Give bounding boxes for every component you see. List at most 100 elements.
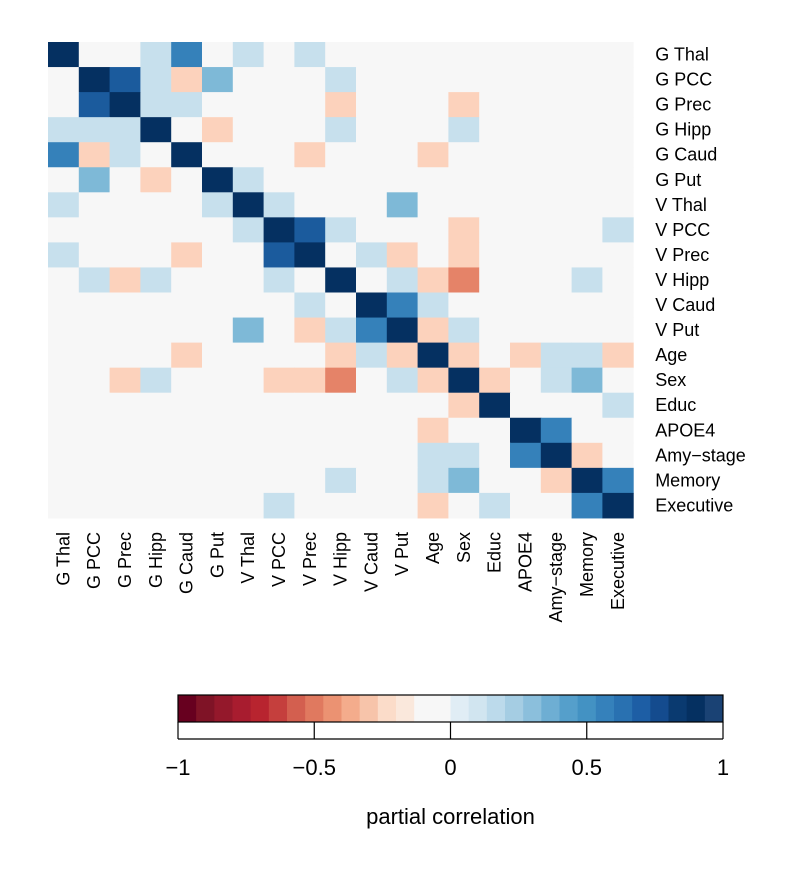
heatmap-cell	[571, 292, 603, 319]
heatmap-cell	[448, 92, 480, 118]
heatmap-cell	[602, 167, 634, 193]
heatmap-cell	[263, 142, 295, 168]
heatmap-cell	[479, 42, 511, 68]
heatmap-cell	[232, 142, 265, 168]
heatmap-cell	[356, 442, 388, 469]
heatmap-cell	[202, 467, 234, 494]
heatmap-cell	[109, 317, 141, 344]
column-label: Sex	[454, 532, 474, 563]
heatmap-cell	[448, 392, 480, 419]
row-label: G Put	[655, 170, 701, 190]
heatmap-cell	[232, 67, 265, 93]
heatmap-cell	[78, 292, 111, 319]
colorbar-segment	[214, 695, 233, 722]
heatmap-cell	[202, 117, 234, 143]
heatmap-cell	[325, 417, 357, 444]
colorbar-segment	[268, 695, 288, 722]
heatmap-cell	[202, 42, 234, 68]
heatmap-cell	[540, 192, 573, 218]
heatmap-cell	[571, 217, 603, 243]
heatmap-cell	[386, 467, 419, 494]
heatmap-cell	[294, 192, 326, 218]
heatmap-cell	[540, 367, 573, 394]
heatmap-cell	[540, 242, 573, 268]
row-label: Age	[655, 345, 687, 365]
heatmap-cell	[48, 367, 80, 394]
colorbar-segment	[668, 695, 688, 722]
heatmap-cell	[325, 267, 357, 293]
row-label: G Hipp	[655, 120, 711, 140]
heatmap-cell	[171, 92, 203, 118]
heatmap-cell	[356, 467, 388, 494]
heatmap-cell	[540, 217, 573, 243]
heatmap-cell	[325, 367, 357, 394]
heatmap-cell	[263, 42, 295, 68]
heatmap-cell	[294, 42, 326, 68]
heatmap-cell	[386, 492, 419, 519]
heatmap-cell	[510, 192, 542, 218]
heatmap-cell	[109, 42, 141, 68]
heatmap-cell	[602, 242, 634, 268]
heatmap-cell	[263, 92, 295, 118]
heatmap-cell	[171, 267, 203, 293]
heatmap-cell	[602, 367, 634, 394]
heatmap-cell	[171, 42, 203, 68]
heatmap-cell	[510, 92, 542, 118]
heatmap-cell	[479, 117, 511, 143]
row-label: G PCC	[655, 70, 712, 90]
heatmap-cell	[232, 42, 265, 68]
heatmap-cell	[510, 317, 542, 344]
heatmap-cell	[48, 292, 80, 319]
heatmap-cell	[263, 267, 295, 293]
colorbar-segment	[432, 695, 451, 722]
heatmap-cell	[325, 192, 357, 218]
column-label: G PCC	[84, 532, 104, 589]
heatmap-cell	[202, 267, 234, 293]
heatmap-cell	[571, 192, 603, 218]
heatmap-cell	[448, 167, 480, 193]
heatmap-cell	[602, 292, 634, 319]
heatmap-cell	[294, 342, 326, 369]
heatmap-cell	[202, 192, 234, 218]
heatmap-cell	[540, 92, 573, 118]
colorbar-tick-label: 1	[717, 755, 729, 780]
heatmap-cell	[171, 492, 203, 519]
colorbar	[177, 694, 724, 723]
heatmap-cell	[448, 417, 480, 444]
heatmap-cell	[325, 142, 357, 168]
heatmap-cell	[202, 492, 234, 519]
heatmap-cell	[202, 92, 234, 118]
row-labels: G Thal G PCC G Prec G Hipp G Caud G Put V Thal…	[655, 45, 746, 516]
heatmap-cell	[109, 367, 141, 394]
row-label: Executive	[655, 495, 733, 515]
heatmap-cell	[386, 267, 419, 293]
colorbar-segment	[577, 695, 597, 722]
heatmap-cell	[171, 392, 203, 419]
heatmap-cell	[140, 42, 172, 68]
heatmap-cell	[386, 242, 419, 268]
heatmap-cell	[232, 467, 265, 494]
colorbar-segment	[250, 695, 270, 722]
heatmap-cell	[417, 67, 449, 93]
heatmap-cell	[325, 42, 357, 68]
column-label: Executive	[608, 532, 628, 610]
colorbar-title: partial correlation	[366, 804, 535, 829]
heatmap-cell	[263, 217, 295, 243]
column-label: Educ	[485, 532, 505, 573]
column-label: G Hipp	[146, 532, 166, 588]
heatmap-cell	[202, 67, 234, 93]
heatmap-cell	[602, 392, 634, 419]
heatmap-cell	[232, 492, 265, 519]
heatmap-cell	[540, 42, 573, 68]
heatmap-cell	[325, 492, 357, 519]
heatmap-cell	[479, 367, 511, 394]
heatmap-cell	[294, 367, 326, 394]
heatmap-cell	[48, 192, 80, 218]
heatmap-cell	[356, 417, 388, 444]
heatmap-cell	[571, 242, 603, 268]
row-label: Amy−stage	[655, 445, 746, 465]
heatmap-cell	[48, 117, 80, 143]
heatmap-cell	[232, 392, 265, 419]
heatmap-cell	[571, 492, 603, 519]
heatmap-cell	[448, 442, 480, 469]
